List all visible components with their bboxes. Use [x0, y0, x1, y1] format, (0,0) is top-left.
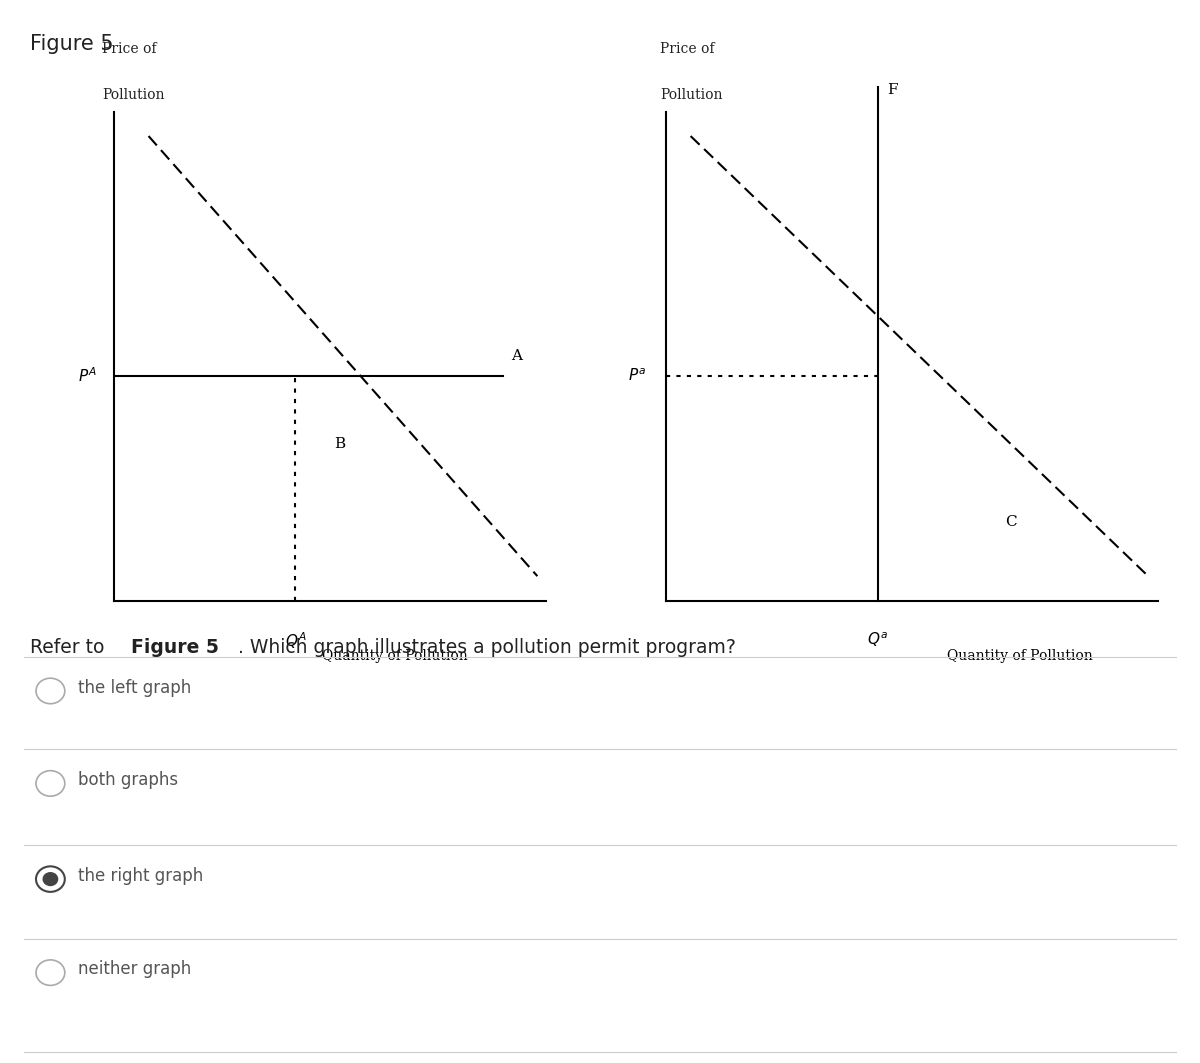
Text: C: C — [1006, 516, 1018, 529]
Text: $Q^{A}$: $Q^{A}$ — [284, 630, 306, 651]
Text: $P^{A}$: $P^{A}$ — [78, 367, 97, 385]
Text: Figure 5: Figure 5 — [131, 638, 218, 657]
Text: $Q^{a}$: $Q^{a}$ — [868, 630, 888, 648]
Text: Quantity of Pollution: Quantity of Pollution — [947, 649, 1093, 663]
Text: Quantity of Pollution: Quantity of Pollution — [322, 649, 468, 663]
Text: Pollution: Pollution — [102, 88, 164, 102]
Text: B: B — [335, 437, 346, 451]
Text: A: A — [511, 349, 522, 364]
Text: Price of: Price of — [660, 43, 714, 56]
Text: $P^{a}$: $P^{a}$ — [628, 368, 647, 384]
Text: Refer to: Refer to — [30, 638, 110, 657]
Text: both graphs: both graphs — [78, 772, 178, 789]
Text: . Which graph illustrates a pollution permit program?: . Which graph illustrates a pollution pe… — [238, 638, 736, 657]
Text: F: F — [888, 83, 898, 97]
Text: Figure 5: Figure 5 — [30, 34, 114, 54]
Text: the right graph: the right graph — [78, 867, 203, 884]
Text: neither graph: neither graph — [78, 961, 191, 978]
Text: Price of: Price of — [102, 43, 156, 56]
Text: the left graph: the left graph — [78, 679, 191, 696]
Text: Pollution: Pollution — [660, 88, 722, 102]
